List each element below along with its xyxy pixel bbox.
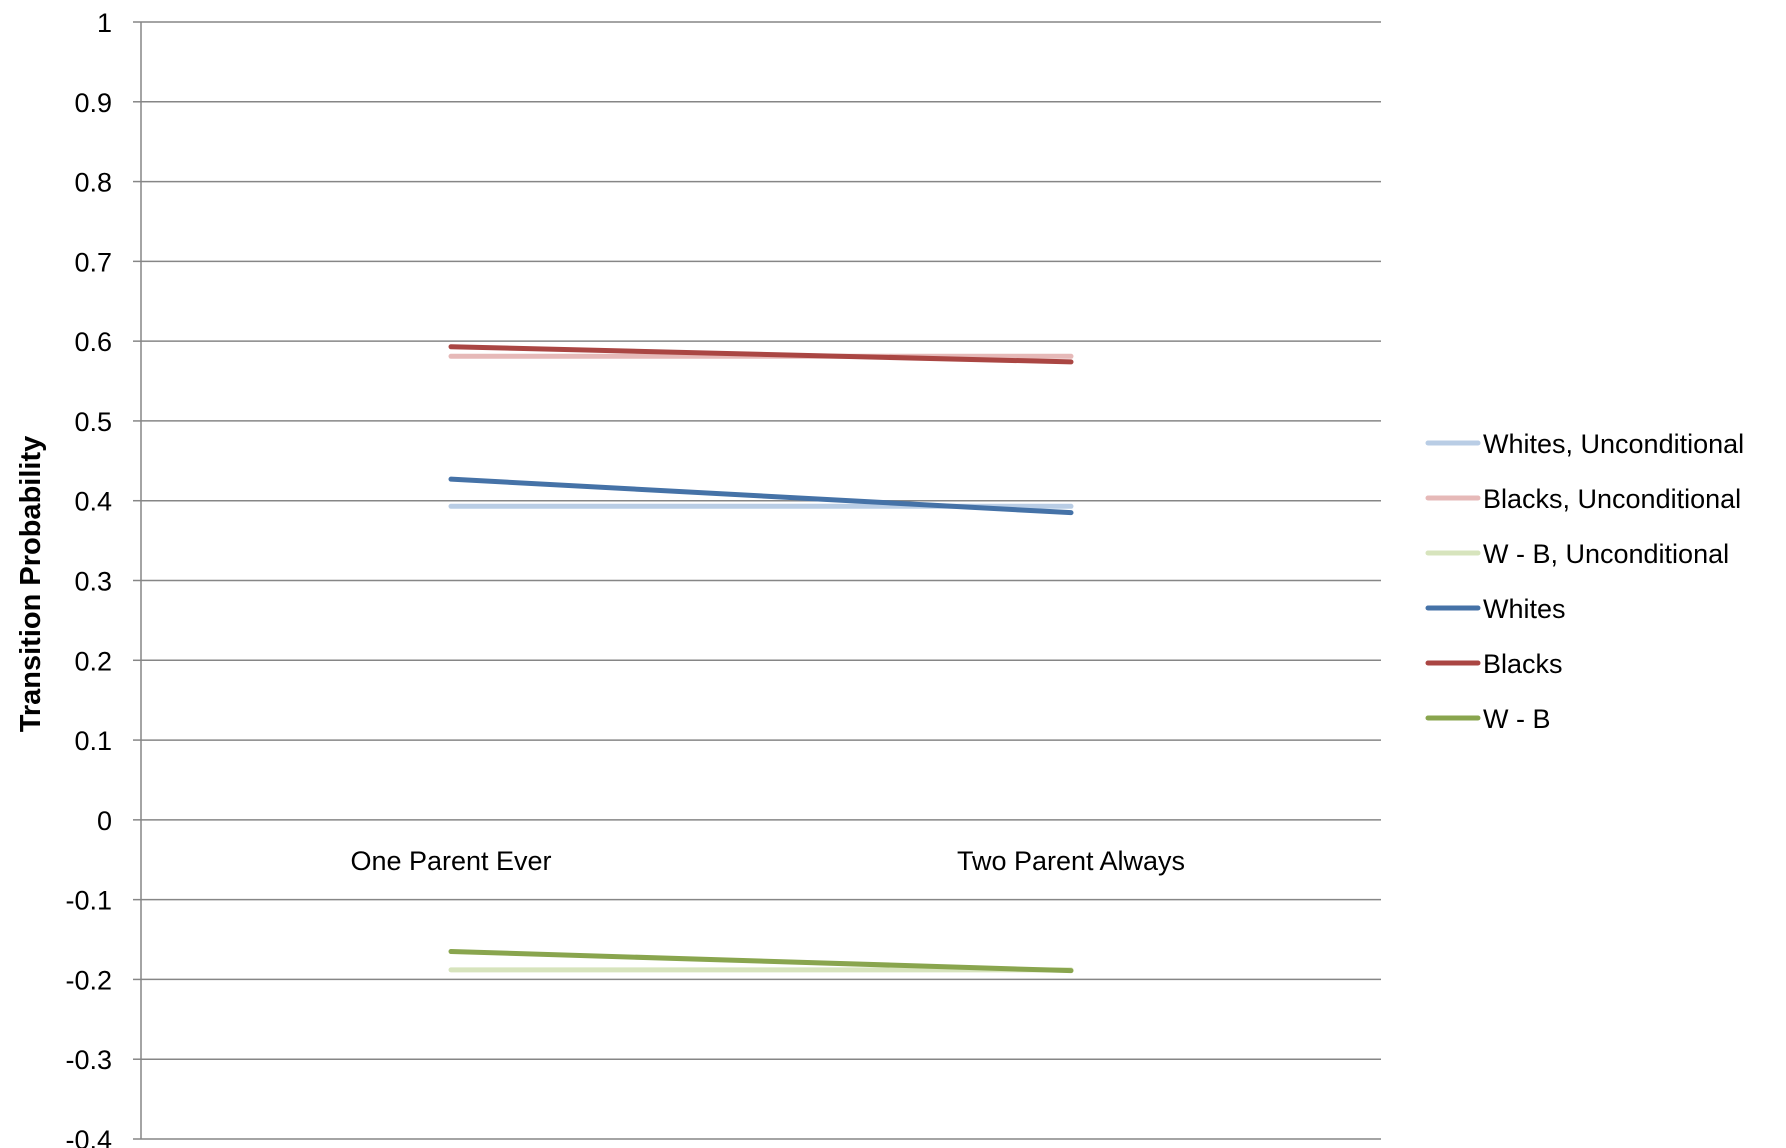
series-line-4	[448, 344, 1074, 365]
y-tick-label: 0.7	[74, 247, 112, 277]
y-tick-labels: 1 0.9 0.8 0.7 0.6 0.5 0.4 0.3 0.2 0.1 0 -0.1 -0.2 -0.…	[65, 8, 112, 1148]
y-tick-label: -0.3	[65, 1045, 112, 1075]
y-tick-label: 1	[97, 8, 112, 38]
x-tick-labels: One Parent Ever Two Parent Always	[350, 846, 1185, 876]
x-tick-label: One Parent Ever	[350, 846, 551, 876]
legend-label: Whites, Unconditional	[1483, 429, 1744, 459]
y-tick-label: 0.8	[74, 168, 112, 198]
y-tick-label: 0.5	[74, 407, 112, 437]
series-line-3	[448, 476, 1074, 516]
y-axis-title: Transition Probability	[15, 436, 47, 733]
y-tick-label: -0.2	[65, 965, 112, 995]
legend: Whites, Unconditional Blacks, Uncondition…	[1425, 429, 1744, 734]
legend-label: W - B	[1483, 704, 1551, 734]
y-tick-label: 0.6	[74, 327, 112, 357]
x-tick-label: Two Parent Always	[957, 846, 1185, 876]
y-tick-label: 0	[97, 806, 112, 836]
grid-layer	[141, 21, 1381, 1140]
y-tick-label: 0.2	[74, 646, 112, 676]
legend-label: Blacks	[1483, 649, 1563, 679]
y-tick-label: -0.4	[65, 1125, 112, 1148]
legend-label: Blacks, Unconditional	[1483, 484, 1741, 514]
y-tick-label: -0.1	[65, 886, 112, 916]
y-tick-label: 0.4	[74, 487, 112, 517]
legend-label: W - B, Unconditional	[1483, 539, 1729, 569]
y-tick-label: 0.1	[74, 726, 112, 756]
series-line-5	[448, 949, 1074, 974]
y-tick-label: 0.9	[74, 88, 112, 118]
y-tick-label: 0.3	[74, 567, 112, 597]
legend-label: Whites	[1483, 594, 1566, 624]
series-layer	[448, 344, 1074, 974]
axis-layer	[133, 21, 142, 1140]
